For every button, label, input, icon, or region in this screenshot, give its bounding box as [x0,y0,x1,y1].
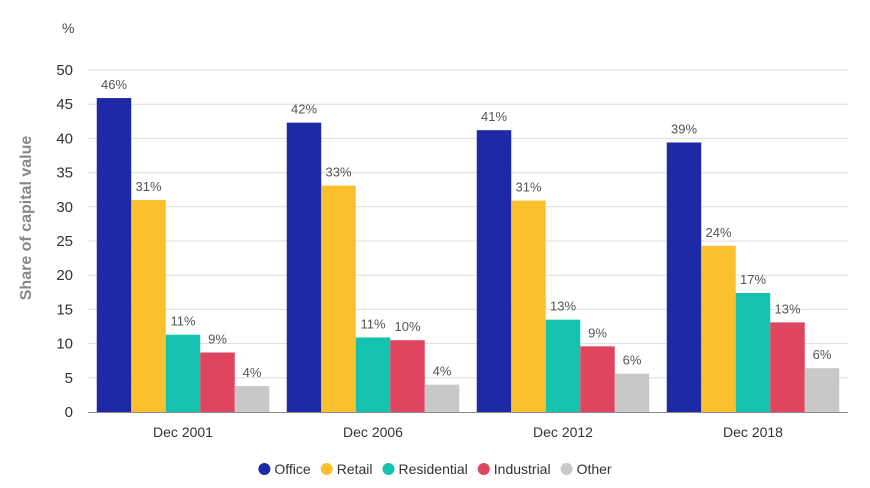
data-label: 10% [394,319,420,334]
data-label: 24% [705,225,731,240]
legend-label: Office [274,461,311,477]
data-labels: 46% 31% 11% 9% 4% 42% 33% 11% 10% 4% 41% 31% 13% 9% 6%… [101,77,832,380]
bar-other-dec-2001 [234,386,270,412]
legend-item-office: Office [258,461,311,477]
bar-residential-dec-2001 [165,334,201,412]
legend-label: Industrial [494,461,551,477]
data-label: 4% [433,364,452,379]
y-tick-label: 10 [56,336,73,353]
data-label: 9% [588,325,607,340]
legend-item-residential: Residential [382,461,468,477]
y-tick-label: 45 [56,96,73,113]
bar-retail-dec-2006 [321,185,356,412]
data-label: 4% [243,365,262,380]
legend-swatch [382,463,395,475]
legend-item-industrial: Industrial [477,461,551,477]
legend: Office Retail Residential Industrial Other [258,461,612,477]
bar-office-dec-2006 [286,122,322,412]
bar-residential-dec-2006 [355,337,391,412]
y-tick-label: 15 [56,301,73,318]
data-label: 42% [291,102,317,117]
y-tick-label: 25 [56,233,73,250]
bar-other-dec-2006 [424,384,460,412]
y-tick-label: 40 [56,130,73,147]
legend-item-retail: Retail [320,461,373,477]
bar-industrial-dec-2001 [200,352,235,412]
bar-industrial-dec-2006 [390,340,425,412]
legend-label: Retail [337,461,373,477]
bars [96,98,840,412]
data-label: 41% [481,109,507,124]
bar-office-dec-2018 [666,142,702,412]
y-axis-unit: % [62,20,74,36]
bar-industrial-dec-2012 [580,346,615,412]
legend-item-other: Other [560,461,612,477]
data-label: 11% [360,316,385,331]
legend-swatch [477,463,490,475]
bar-retail-dec-2018 [701,245,736,412]
data-label: 33% [325,165,351,180]
y-tick-label: 35 [56,165,73,182]
bar-retail-dec-2012 [511,200,546,412]
data-label: 39% [671,122,697,137]
x-category-label: Dec 2001 [153,424,213,440]
bar-residential-dec-2012 [545,319,581,412]
data-label: 6% [813,347,832,362]
legend-swatch [258,463,271,475]
data-label: 31% [515,180,541,195]
bar-office-dec-2001 [96,98,132,412]
bar-office-dec-2012 [476,130,512,412]
legend-swatch [320,463,333,475]
bar-other-dec-2018 [804,368,840,412]
data-label: 6% [623,353,642,368]
bar-retail-dec-2001 [131,199,166,412]
y-axis-label: Share of capital value [18,136,35,301]
y-axis-ticks: 0 5 10 15 20 25 30 35 40 45 50 [56,62,73,421]
gridlines [88,69,848,379]
y-tick-label: 50 [56,62,73,79]
data-label: 11% [170,314,195,329]
y-tick-label: 5 [65,370,73,387]
data-label: 13% [550,299,576,314]
x-category-label: Dec 2006 [343,424,403,440]
y-tick-label: 30 [56,199,73,216]
y-tick-label: 20 [56,267,73,284]
legend-swatch [560,463,573,475]
data-label: 13% [774,301,800,316]
legend-label: Residential [399,461,468,477]
bar-other-dec-2012 [614,373,650,412]
x-category-label: Dec 2018 [723,424,783,440]
data-label: 31% [135,179,161,194]
bar-residential-dec-2018 [735,292,771,412]
data-label: 17% [740,272,766,287]
x-axis-categories: Dec 2001 Dec 2006 Dec 2012 Dec 2018 [153,424,783,440]
bar-industrial-dec-2018 [770,322,805,412]
data-label: 46% [101,77,127,92]
x-category-label: Dec 2012 [533,424,593,440]
legend-label: Other [577,461,612,477]
data-label: 9% [208,331,227,346]
y-tick-label: 0 [65,404,73,421]
